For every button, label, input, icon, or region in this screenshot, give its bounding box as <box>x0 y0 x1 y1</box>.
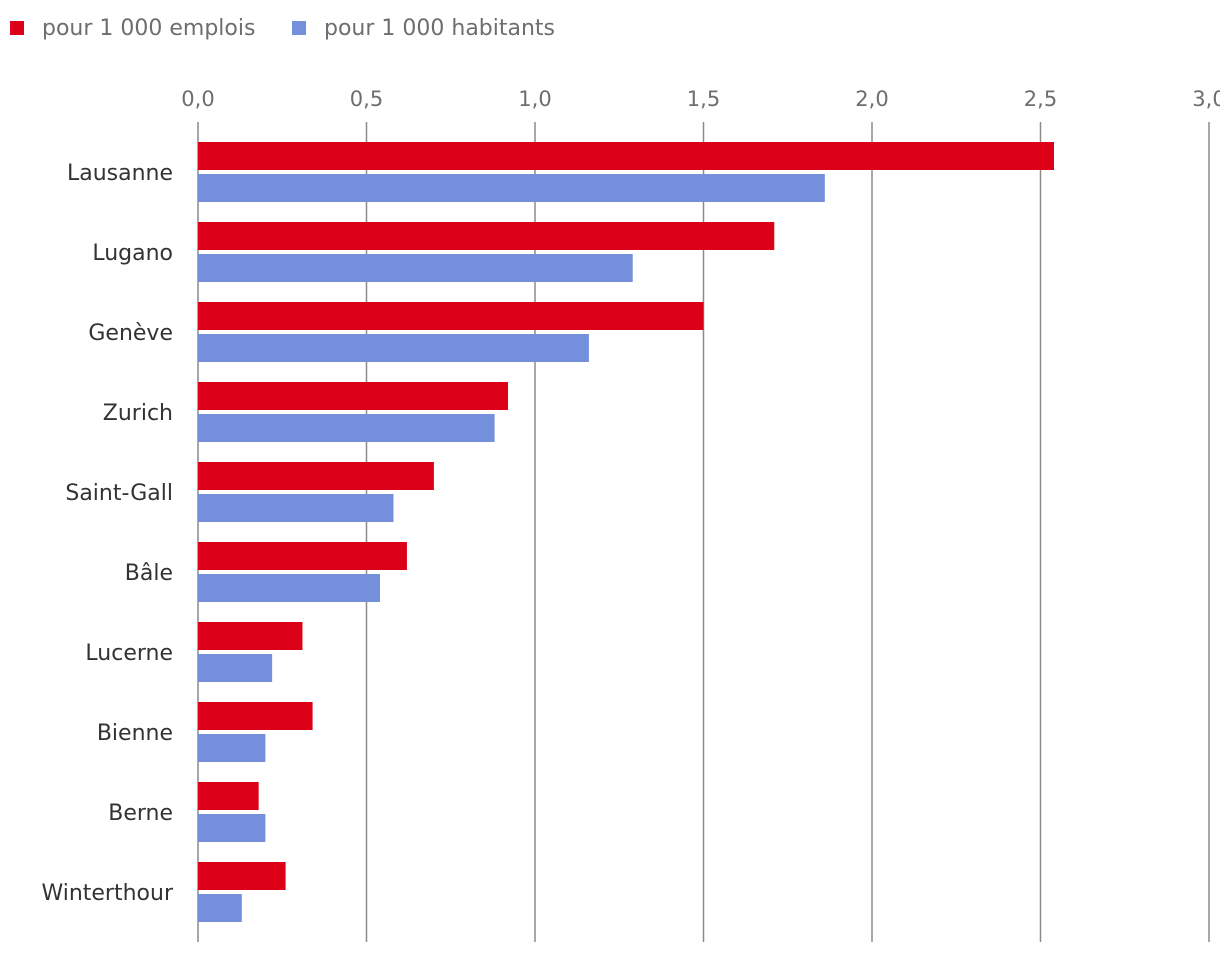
bar-1-6 <box>198 654 273 682</box>
bar-1-9 <box>198 894 242 922</box>
category-label-6: Lucerne <box>85 641 173 666</box>
legend-label-1: pour 1 000 habitants <box>324 16 555 41</box>
bar-1-8 <box>198 814 266 842</box>
x-axis-tick-labels: 0,0 0,5 1,0 1,5 2,0 2,5 3,0 <box>181 87 1220 111</box>
bar-1-3 <box>198 414 495 442</box>
category-label-9: Winterthour <box>41 881 174 906</box>
x-tick-label-4: 2,0 <box>855 87 888 111</box>
category-labels: Lausanne Lugano Genève Zurich Saint-Gall Bâle… <box>41 161 174 906</box>
bar-1-5 <box>198 574 380 602</box>
legend: pour 1 000 emplois pour 1 000 habitants <box>10 16 555 41</box>
x-tick-label-6: 3,0 <box>1192 87 1220 111</box>
bar-1-2 <box>198 334 589 362</box>
x-tick-label-5: 2,5 <box>1024 87 1057 111</box>
bar-0-1 <box>198 222 775 250</box>
category-label-5: Bâle <box>125 561 173 586</box>
bar-0-4 <box>198 462 434 490</box>
bar-1-0 <box>198 174 825 202</box>
x-tick-label-2: 1,0 <box>518 87 551 111</box>
legend-swatch-0 <box>10 21 24 35</box>
bars <box>198 142 1054 922</box>
category-label-0: Lausanne <box>67 161 173 186</box>
category-label-3: Zurich <box>103 401 173 426</box>
category-label-4: Saint-Gall <box>65 481 173 506</box>
category-label-1: Lugano <box>92 241 173 266</box>
category-label-2: Genève <box>88 321 173 346</box>
x-tick-label-3: 1,5 <box>687 87 720 111</box>
legend-swatch-1 <box>292 21 306 35</box>
bar-0-5 <box>198 542 407 570</box>
legend-label-0: pour 1 000 emplois <box>42 16 255 41</box>
bar-0-9 <box>198 862 286 890</box>
bar-1-1 <box>198 254 633 282</box>
bar-0-2 <box>198 302 704 330</box>
category-label-8: Berne <box>108 801 173 826</box>
bar-0-6 <box>198 622 303 650</box>
x-tick-label-0: 0,0 <box>181 87 214 111</box>
x-tick-label-1: 0,5 <box>350 87 383 111</box>
bar-0-3 <box>198 382 509 410</box>
bar-0-7 <box>198 702 313 730</box>
bar-0-8 <box>198 782 259 810</box>
category-label-7: Bienne <box>97 721 173 746</box>
bar-1-7 <box>198 734 266 762</box>
bar-0-0 <box>198 142 1054 170</box>
bar-1-4 <box>198 494 394 522</box>
